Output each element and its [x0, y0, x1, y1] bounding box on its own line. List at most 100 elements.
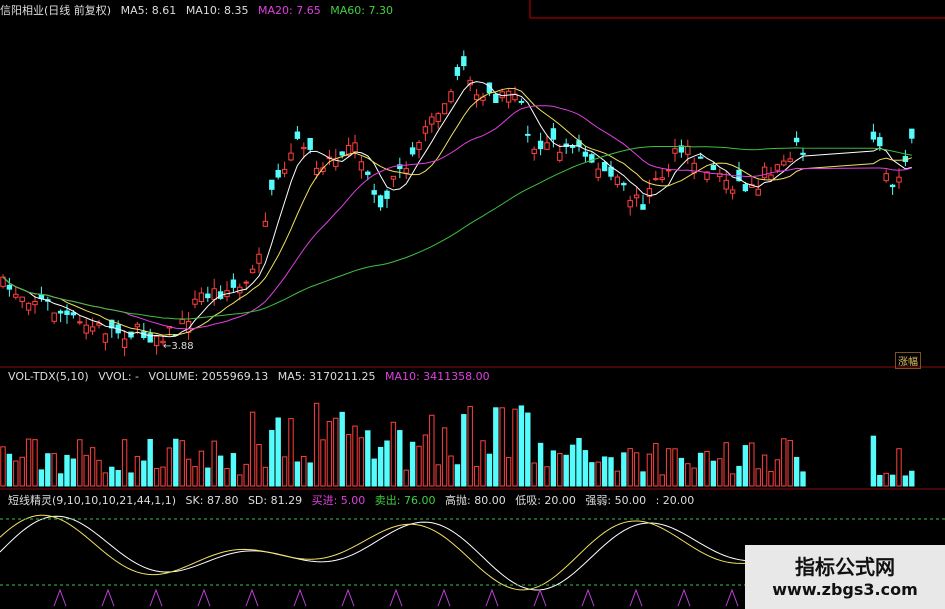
volume-bar — [217, 455, 224, 487]
volume-bar — [134, 455, 141, 487]
high: 高抛: 80.00 — [445, 494, 506, 507]
candle-body — [365, 171, 371, 175]
candle-body — [742, 184, 749, 192]
candle-body — [601, 161, 608, 172]
candle-body — [358, 161, 365, 171]
candle-body — [102, 333, 109, 343]
signal-spike — [149, 588, 163, 607]
volume-bar — [595, 461, 601, 487]
volume-bar — [77, 439, 83, 487]
candle-body — [595, 168, 601, 178]
candle-body — [704, 171, 710, 180]
signal-spike — [245, 588, 259, 607]
volume-bar — [902, 475, 909, 487]
volume-bar — [403, 469, 409, 487]
volume-bar — [141, 460, 147, 487]
candle-body — [262, 220, 269, 227]
volume-bar — [25, 438, 32, 487]
volume-bar — [512, 408, 518, 487]
candle-body — [461, 56, 467, 67]
candle-body — [569, 145, 576, 148]
candle-body — [505, 90, 512, 103]
candle-body — [51, 312, 57, 322]
volume-bar — [358, 437, 365, 487]
candle-body — [134, 323, 141, 328]
volume-bar — [256, 444, 262, 487]
signal-spike — [53, 588, 67, 607]
ma-line — [2, 87, 912, 336]
volume-bar — [557, 453, 563, 487]
candle-body — [793, 137, 800, 143]
volume-bar — [659, 474, 665, 487]
candle-body — [147, 333, 153, 343]
volume-bar — [57, 473, 64, 487]
volume-bar — [909, 470, 915, 487]
candle-body — [486, 82, 493, 94]
volume-bar — [38, 469, 45, 487]
candle-body — [544, 142, 550, 150]
volume-bar — [409, 441, 416, 487]
volume-bar — [531, 462, 537, 487]
volume-bar — [294, 461, 301, 487]
volume-bar — [115, 469, 121, 487]
volume-bar — [800, 471, 806, 487]
volume-bar — [582, 450, 589, 487]
candle-body — [307, 138, 313, 150]
candle-body — [640, 204, 646, 210]
candle-body — [493, 93, 499, 104]
candle-body — [870, 131, 877, 140]
strength: 强弱: 50.00 — [585, 494, 647, 507]
volume-bar — [627, 448, 633, 487]
volume-bar — [749, 442, 755, 487]
signal-spike — [581, 588, 595, 607]
volume-bar — [19, 456, 25, 487]
candle-body — [153, 335, 160, 347]
candle-body — [768, 174, 774, 181]
candle-body — [697, 156, 704, 159]
sell: 卖出: 76.00 — [374, 494, 436, 507]
candle-body — [275, 169, 281, 178]
candle-body — [281, 168, 288, 174]
volume-bar — [493, 407, 499, 487]
volume-bar — [768, 470, 774, 487]
volume-bar — [109, 466, 115, 487]
watermark-url: www.zbgs3.com — [772, 580, 918, 599]
signal-spike — [341, 588, 355, 607]
volume-bar — [883, 472, 889, 487]
volume-bar — [429, 414, 435, 487]
volume-bar — [550, 450, 557, 487]
candle-body — [243, 281, 249, 284]
ma60: MA60: 7.30 — [330, 4, 393, 17]
volume-bar — [576, 437, 582, 487]
volume-bar — [601, 456, 608, 487]
candle-body — [25, 302, 32, 311]
candle-body — [409, 147, 416, 155]
volume-bar — [288, 418, 294, 487]
volume-bar — [653, 443, 659, 487]
signal-spike — [101, 588, 115, 607]
signal-spike — [293, 588, 307, 607]
volume-bar — [301, 455, 307, 487]
signal-spike — [725, 588, 739, 607]
volume-bar — [237, 474, 243, 487]
candle-body — [531, 148, 537, 155]
volume-bar — [339, 411, 345, 487]
volume-bar — [121, 439, 128, 487]
candle-body — [121, 338, 128, 348]
indicator-header: 短线精灵(9,10,10,10,21,44,1,1) SK: 87.80 SD:… — [8, 492, 700, 508]
volume-bar — [761, 454, 768, 487]
volume-bar — [889, 474, 896, 487]
volume-bar — [365, 430, 371, 487]
volume-bar — [262, 466, 269, 487]
volume-bar — [710, 460, 717, 487]
candle-body — [249, 268, 256, 274]
candle-body — [621, 182, 627, 186]
volume-bar — [230, 453, 237, 487]
volume-bar — [608, 457, 614, 487]
candle-body — [659, 177, 665, 181]
volume-bar — [6, 453, 13, 487]
candle-body — [416, 141, 422, 150]
vol-ma5: MA5: 3170211.25 — [277, 370, 376, 383]
candle-body — [403, 168, 409, 174]
candle-body — [429, 116, 435, 125]
